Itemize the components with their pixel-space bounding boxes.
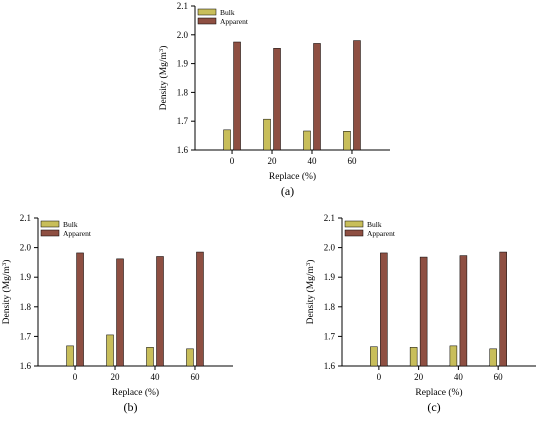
- y-tick-label: 1.6: [20, 361, 32, 371]
- panel-caption: (a): [281, 184, 294, 198]
- y-axis-title-part: ): [158, 46, 169, 49]
- y-axis-title-sup: 3: [1, 263, 8, 266]
- y-axis-title-part: Density (Mg/m: [158, 51, 169, 110]
- bar-bulk-20: [263, 118, 271, 151]
- bar-bulk-0: [223, 129, 231, 151]
- bar-apparent-60: [499, 251, 507, 367]
- legend-swatch-bulk: [197, 8, 217, 16]
- y-tick-label: 1.7: [177, 116, 189, 126]
- bar-apparent-0: [380, 252, 388, 367]
- bar-apparent-0: [76, 252, 84, 367]
- y-tick-label: 1.6: [324, 361, 336, 371]
- legend-label-bulk: Bulk: [367, 220, 382, 229]
- x-tick-label: 0: [377, 372, 382, 382]
- x-tick-label: 0: [230, 156, 235, 166]
- bar-bulk-0: [66, 345, 74, 367]
- y-tick-label: 1.8: [177, 87, 189, 97]
- bar-apparent-0: [233, 41, 241, 151]
- legend-swatch-apparent: [40, 229, 60, 237]
- y-tick-label: 1.8: [324, 302, 336, 312]
- panel-caption: (b): [124, 400, 138, 414]
- legend-label-bulk: Bulk: [220, 8, 235, 17]
- x-tick-label: 60: [494, 372, 504, 382]
- y-tick-label: 1.8: [20, 302, 32, 312]
- bar-bulk-60: [186, 348, 194, 367]
- legend-swatch-bulk: [344, 220, 364, 228]
- legend-label-apparent: Apparent: [63, 229, 92, 238]
- legend-swatch-apparent: [344, 229, 364, 237]
- x-tick-label: 0: [73, 372, 78, 382]
- y-tick-label: 1.7: [20, 331, 32, 341]
- legend-swatch-apparent: [197, 17, 217, 25]
- legend-label-apparent: Apparent: [220, 17, 249, 26]
- bar-apparent-40: [156, 256, 164, 367]
- y-axis-title: Density (Mg/m3): [305, 260, 316, 325]
- y-axis-title: Density (Mg/m3): [1, 260, 12, 325]
- bar-apparent-60: [196, 251, 204, 367]
- y-tick-label: 2.0: [324, 243, 336, 253]
- y-axis-title-part: Density (Mg/m: [1, 265, 12, 324]
- y-axis-title-sup: 3: [158, 49, 165, 52]
- x-tick-label: 40: [308, 156, 318, 166]
- y-tick-label: 2.0: [20, 243, 32, 253]
- y-axis-title-part: ): [1, 260, 12, 263]
- x-tick-label: 20: [111, 372, 121, 382]
- bar-bulk-40: [303, 130, 311, 151]
- bar-bulk-40: [449, 345, 458, 367]
- bar-bulk-20: [409, 347, 418, 367]
- bar-bulk-60: [489, 348, 497, 367]
- y-tick-label: 1.6: [177, 145, 189, 155]
- chart-panel-a: 1.6 1.7 1.8 1.9 2.0 2.1 0 20 40 60 Replace (%) Dens…: [158, 1, 390, 198]
- bar-bulk-60: [343, 131, 351, 151]
- y-tick-label: 1.9: [324, 272, 336, 282]
- legend-swatch-bulk: [40, 220, 60, 228]
- legend-label-apparent: Apparent: [367, 229, 396, 238]
- x-axis-title: Replace (%): [415, 387, 462, 398]
- chart-panel-b: 1.6 1.7 1.8 1.9 2.0 2.1 0 20 40 60 Replace (%) Dens…: [1, 213, 233, 414]
- y-tick-label: 1.7: [324, 331, 336, 341]
- x-tick-label: 20: [414, 372, 424, 382]
- bar-bulk-20: [106, 334, 114, 367]
- panel-caption: (c): [427, 400, 440, 414]
- y-axis-title: Density (Mg/m3): [158, 46, 169, 111]
- y-tick-label: 2.1: [324, 213, 335, 223]
- x-tick-label: 60: [190, 372, 200, 382]
- bar-apparent-20: [273, 48, 281, 151]
- legend-label-bulk: Bulk: [63, 220, 78, 229]
- y-axis-title-part: ): [305, 260, 316, 263]
- x-axis-title: Replace (%): [112, 387, 159, 398]
- bar-bulk-40: [146, 347, 154, 367]
- x-tick-label: 60: [347, 156, 357, 166]
- x-tick-label: 40: [151, 372, 161, 382]
- y-tick-label: 1.9: [20, 272, 32, 282]
- y-tick-label: 1.9: [177, 59, 189, 69]
- x-axis-title: Replace (%): [269, 171, 316, 182]
- bar-apparent-60: [353, 40, 361, 151]
- bar-apparent-40: [313, 43, 321, 151]
- y-tick-label: 2.1: [20, 213, 31, 223]
- bar-apparent-20: [116, 258, 124, 367]
- chart-panel-c: 1.6 1.7 1.8 1.9 2.0 2.1 0 20 40 60 Replace (%) Dens…: [305, 213, 536, 414]
- bar-apparent-20: [419, 256, 428, 367]
- y-axis-title-sup: 3: [305, 263, 312, 266]
- y-tick-label: 2.0: [177, 30, 189, 40]
- y-axis-title-part: Density (Mg/m: [305, 265, 316, 324]
- bar-bulk-0: [370, 346, 378, 367]
- x-tick-label: 40: [454, 372, 464, 382]
- bar-apparent-40: [459, 255, 468, 367]
- x-tick-label: 20: [268, 156, 278, 166]
- y-tick-label: 2.1: [177, 1, 188, 11]
